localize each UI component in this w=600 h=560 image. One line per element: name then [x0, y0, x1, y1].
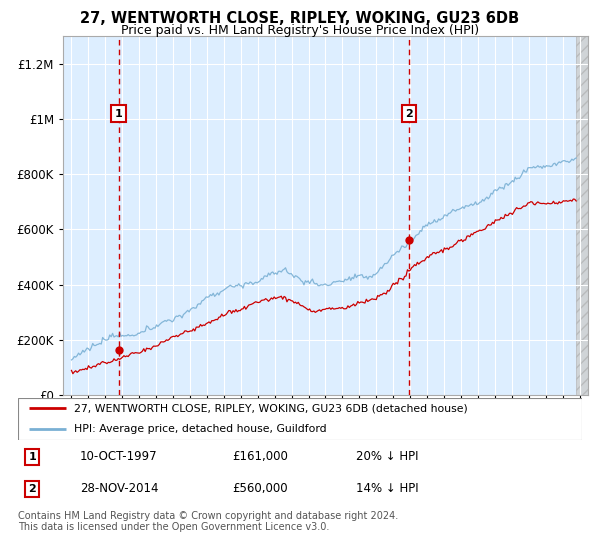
Bar [576, 36, 588, 395]
Text: HPI: Average price, detached house, Guildford: HPI: Average price, detached house, Guil… [74, 424, 327, 434]
Text: Contains HM Land Registry data © Crown copyright and database right 2024.
This d: Contains HM Land Registry data © Crown c… [18, 511, 398, 533]
Bar [576, 36, 588, 395]
Text: 10-OCT-1997: 10-OCT-1997 [80, 450, 158, 464]
Text: £560,000: £560,000 [232, 482, 288, 496]
Text: 28-NOV-2014: 28-NOV-2014 [80, 482, 158, 496]
Text: 27, WENTWORTH CLOSE, RIPLEY, WOKING, GU23 6DB (detached house): 27, WENTWORTH CLOSE, RIPLEY, WOKING, GU2… [74, 403, 468, 413]
Text: 2: 2 [28, 484, 36, 494]
Text: 14% ↓ HPI: 14% ↓ HPI [356, 482, 419, 496]
Text: £161,000: £161,000 [232, 450, 288, 464]
Text: 27, WENTWORTH CLOSE, RIPLEY, WOKING, GU23 6DB: 27, WENTWORTH CLOSE, RIPLEY, WOKING, GU2… [80, 11, 520, 26]
Text: 1: 1 [28, 452, 36, 462]
Text: 2: 2 [405, 109, 413, 119]
Text: Price paid vs. HM Land Registry's House Price Index (HPI): Price paid vs. HM Land Registry's House … [121, 24, 479, 36]
Text: 1: 1 [115, 109, 122, 119]
Text: 20% ↓ HPI: 20% ↓ HPI [356, 450, 419, 464]
